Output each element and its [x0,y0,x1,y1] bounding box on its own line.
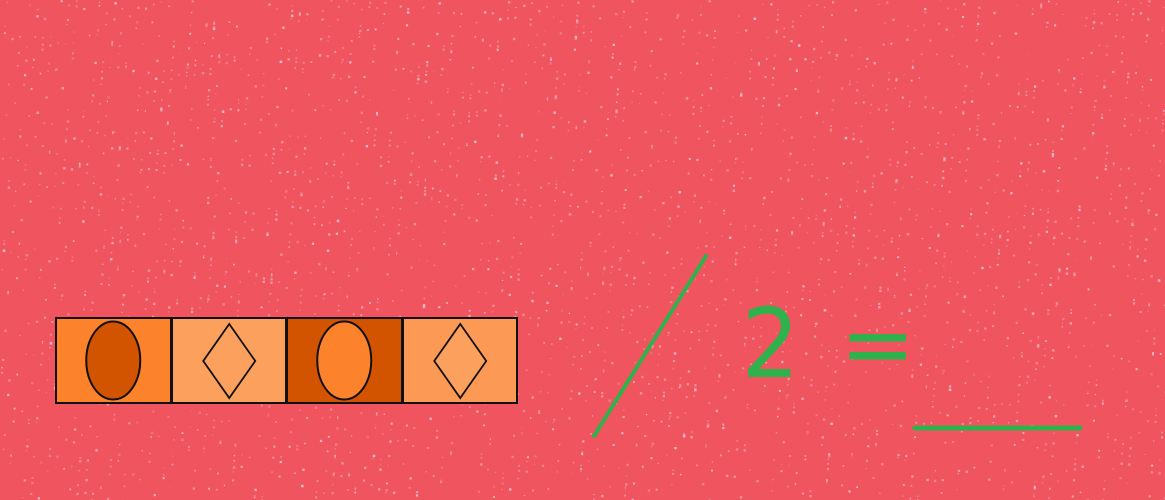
divisor-number: 2 [741,288,800,400]
oval-icon [316,320,373,401]
pattern-tile-oval [57,319,170,402]
pattern-tile-diamond [172,319,285,402]
fraction-slash [592,254,708,438]
diamond-icon [432,322,487,400]
pattern-strip [55,317,518,404]
oval-icon [85,320,142,401]
pattern-tile-diamond [403,319,516,402]
diamond-icon [201,322,256,400]
pattern-tile-oval [288,319,401,402]
equals-sign: = [840,292,916,397]
